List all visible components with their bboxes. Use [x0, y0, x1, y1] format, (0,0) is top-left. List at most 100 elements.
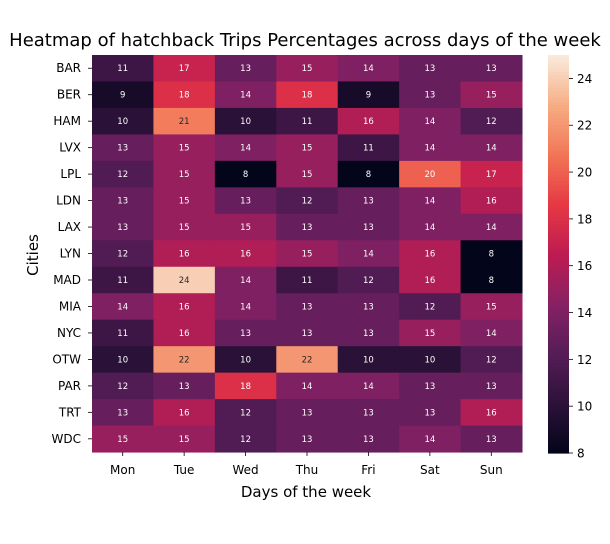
colorbar-segment — [548, 134, 569, 139]
cell-value-label: 20 — [424, 170, 435, 180]
heatmap-cell — [399, 107, 462, 135]
colorbar-segment — [548, 446, 569, 451]
colorbar-tick-label: 14 — [577, 306, 592, 320]
heatmap-cell — [214, 425, 277, 453]
heatmap-cell — [399, 399, 462, 427]
colorbar-segment — [548, 273, 569, 278]
colorbar-segment — [548, 403, 569, 408]
cell-value-label: 13 — [486, 435, 497, 445]
heatmap-cell — [337, 107, 400, 135]
colorbar-segment — [548, 127, 569, 132]
colorbar-segment — [548, 121, 569, 126]
heatmap-cell — [92, 293, 154, 321]
colorbar-segment — [548, 436, 569, 441]
heatmap-cell — [276, 81, 339, 109]
y-tick-label: MAD — [53, 273, 81, 287]
colorbar-segment — [548, 270, 569, 275]
x-tick-label: Fri — [361, 463, 375, 477]
heatmap-cell — [214, 346, 277, 374]
heatmap-cell — [153, 81, 216, 109]
colorbar-segment — [548, 164, 569, 169]
colorbar-segment — [548, 290, 569, 295]
colorbar-segment — [548, 423, 569, 428]
cell-value-label: 9 — [366, 91, 371, 101]
heatmap-cell — [460, 55, 523, 82]
heatmap-cell — [399, 187, 462, 215]
colorbar-segment — [548, 300, 569, 305]
heatmap-cell — [337, 399, 400, 427]
heatmap-cell — [337, 134, 400, 162]
colorbar-segment — [548, 406, 569, 411]
cell-value-label: 10 — [363, 355, 374, 365]
colorbar-segment — [548, 240, 569, 245]
heatmap-cell — [399, 160, 462, 188]
colorbar-segment — [548, 366, 569, 371]
colorbar-segment — [548, 217, 569, 222]
y-tick-label: BER — [57, 88, 81, 102]
colorbar-segment — [548, 287, 569, 292]
colorbar-segment — [548, 426, 569, 431]
colorbar-segment — [548, 104, 569, 109]
cell-value-label: 14 — [424, 117, 435, 127]
cell-value-label: 21 — [179, 117, 190, 127]
heatmap-cell — [92, 160, 154, 188]
cell-value-label: 16 — [424, 250, 435, 260]
colorbar-segment — [548, 141, 569, 146]
heatmap-cell — [276, 319, 339, 347]
heatmap-cell — [460, 293, 523, 321]
heatmap-cell — [460, 425, 523, 453]
cell-value-label: 16 — [179, 250, 190, 260]
colorbar-segment — [548, 234, 569, 239]
colorbar-segment — [548, 244, 569, 248]
colorbar-segment — [548, 443, 569, 447]
heatmap-cell — [276, 372, 339, 400]
cell-value-label: 14 — [424, 223, 435, 233]
colorbar-tick-label: 8 — [577, 447, 585, 461]
cell-value-label: 16 — [363, 117, 374, 127]
y-tick-label: OTW — [52, 352, 81, 366]
colorbar-segment — [548, 68, 569, 73]
cell-value-label: 14 — [424, 144, 435, 154]
heatmap-cell — [214, 81, 277, 109]
colorbar-tick-label: 12 — [577, 353, 592, 367]
colorbar-segment — [548, 111, 569, 116]
cell-value-label: 14 — [240, 91, 251, 101]
y-tick-label: LAX — [58, 220, 81, 234]
cell-value-label: 14 — [240, 276, 251, 286]
cell-value-label: 16 — [486, 408, 497, 418]
colorbar-segment — [548, 184, 569, 189]
cell-value-label: 13 — [424, 408, 435, 418]
cell-value-label: 12 — [424, 302, 435, 312]
cell-value-label: 12 — [117, 250, 128, 260]
colorbar-segment — [548, 118, 569, 122]
cell-value-label: 17 — [486, 170, 497, 180]
cell-value-label: 13 — [240, 329, 251, 339]
heatmap-cell — [153, 266, 216, 294]
heatmap-cell — [153, 399, 216, 427]
colorbar-segment — [548, 137, 569, 142]
cell-value-label: 16 — [486, 197, 497, 207]
heatmap-cell — [276, 346, 339, 374]
cell-value-label: 11 — [302, 276, 313, 286]
heatmap-cell — [337, 187, 400, 215]
heatmap-cell — [92, 55, 154, 82]
cell-value-label: 16 — [240, 250, 251, 260]
colorbar-segment — [548, 313, 569, 318]
y-tick-label: LDN — [56, 194, 81, 208]
heatmap-cell — [460, 187, 523, 215]
cell-value-label: 13 — [117, 197, 128, 207]
cell-value-label: 15 — [179, 435, 190, 445]
colorbar-segment — [548, 214, 569, 219]
y-tick-label: NYC — [57, 326, 81, 340]
cell-value-label: 16 — [179, 329, 190, 339]
cell-value-label: 12 — [363, 276, 374, 286]
heatmap-cell — [92, 346, 154, 374]
colorbar-segment — [548, 293, 569, 298]
cell-value-label: 15 — [179, 223, 190, 233]
cell-value-label: 18 — [179, 91, 190, 101]
heatmap-cell — [460, 107, 523, 135]
colorbar-segment — [548, 167, 569, 172]
colorbar-segment — [548, 346, 569, 351]
colorbar-segment — [548, 297, 569, 302]
heatmap-cell — [399, 134, 462, 162]
